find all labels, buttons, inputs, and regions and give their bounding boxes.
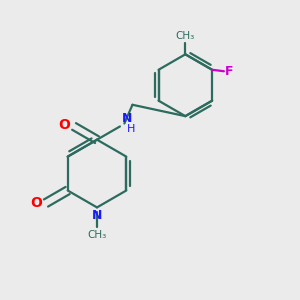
Text: H: H — [127, 124, 136, 134]
Text: O: O — [58, 118, 70, 132]
Text: F: F — [225, 65, 234, 78]
Text: N: N — [92, 208, 103, 222]
Text: CH₃: CH₃ — [87, 230, 106, 239]
Text: N: N — [122, 112, 132, 125]
Text: O: O — [30, 196, 42, 210]
Text: CH₃: CH₃ — [176, 31, 195, 41]
